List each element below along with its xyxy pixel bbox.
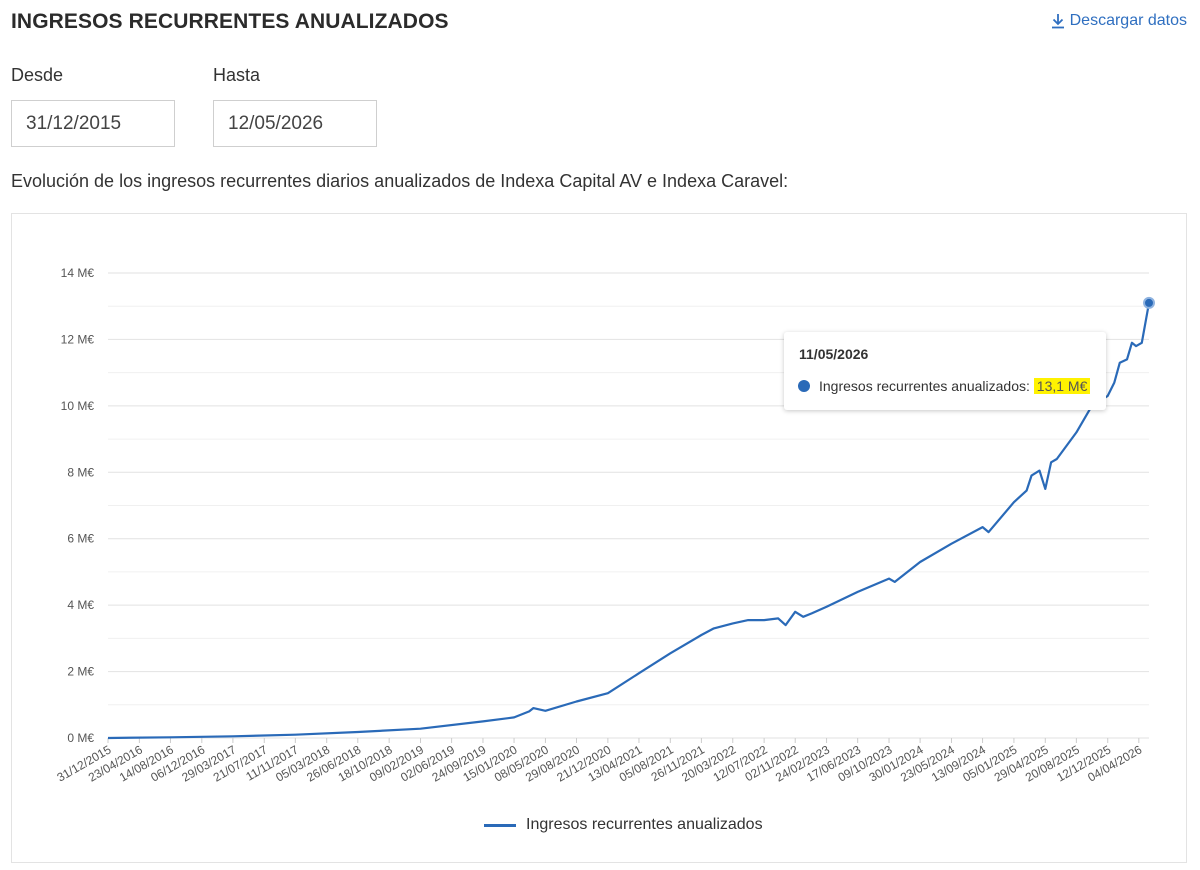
to-label: Hasta [213, 65, 261, 85]
y-tick-label: 10 M€ [61, 399, 95, 413]
download-label: Descargar datos [1069, 12, 1187, 29]
line-chart: 0 M€2 M€4 M€6 M€8 M€10 M€12 M€14 M€31/12… [54, 266, 1155, 785]
from-date-input[interactable] [11, 100, 175, 147]
from-label: Desde [11, 65, 64, 85]
series-line [107, 302, 1151, 740]
chart-legend[interactable]: Ingresos recurrentes anualizados [484, 816, 763, 834]
y-tick-label: 6 M€ [67, 532, 94, 546]
tooltip-label: Ingresos recurrentes anualizados: [819, 378, 1034, 394]
data-point-highlight [1143, 296, 1155, 309]
page-title: INGRESOS RECURRENTES ANUALIZADOS [11, 10, 449, 33]
legend-label: Ingresos recurrentes anualizados [526, 816, 763, 833]
chart-container: 0 M€ 2 M€ 4 M€ 6 M€ 8 M€ 10 M€ 12 M€ 14 M€ 31/12… [11, 213, 1187, 863]
y-tick-label: 4 M€ [67, 598, 94, 612]
y-tick-label: 2 M€ [67, 665, 94, 679]
tooltip-text: Ingresos recurrentes anualizados: 13,1 M… [819, 378, 1091, 394]
to-date-input[interactable] [213, 100, 377, 147]
tooltip-series-marker [798, 380, 810, 392]
download-icon [1051, 13, 1065, 29]
chart-description: Evolución de los ingresos recurrentes di… [11, 171, 789, 191]
tooltip-date: 11/05/2026 [799, 346, 869, 362]
download-data-link[interactable]: Descargar datos [1051, 12, 1187, 30]
tooltip-value: 13,1 M€ [1033, 378, 1091, 394]
y-tick-label: 14 M€ [61, 266, 95, 280]
y-tick-label: 0 M€ [67, 731, 94, 745]
legend-line-marker [484, 823, 516, 827]
y-tick-label: 8 M€ [67, 465, 94, 479]
y-tick-label: 12 M€ [61, 332, 95, 346]
chart-tooltip: 11/05/2026 Ingresos recurrentes anualiza… [784, 332, 1106, 410]
